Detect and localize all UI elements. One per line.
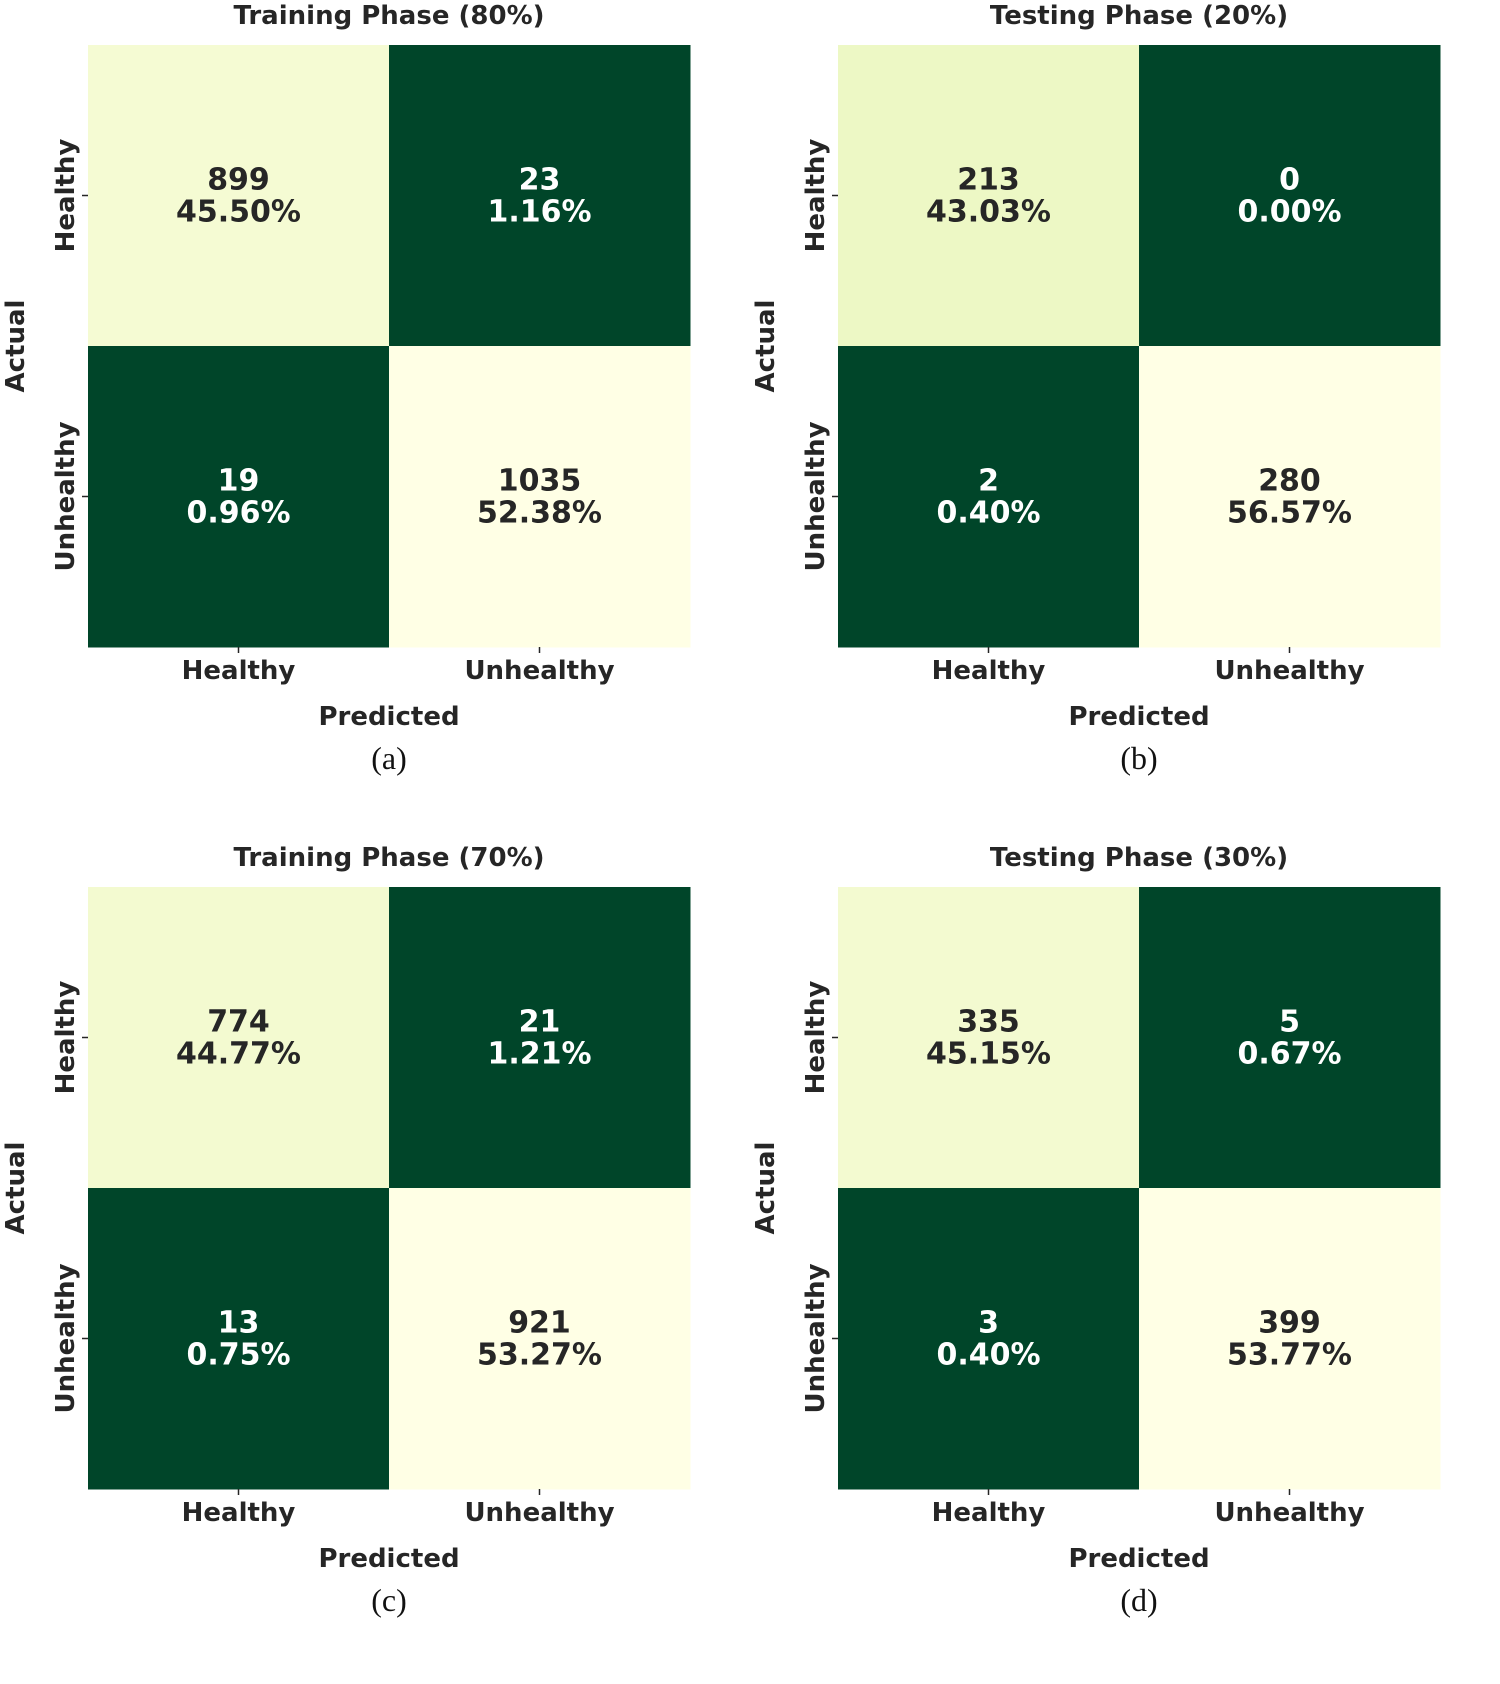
y-tick-label: Unhealthy: [51, 421, 81, 571]
cell-count-label: 13: [218, 1306, 260, 1341]
cell-percent-label: 0.40%: [936, 1338, 1040, 1373]
x-tick-label: Unhealthy: [464, 1498, 614, 1528]
heatmap-cell: [88, 45, 390, 347]
heatmap-cell: [389, 1188, 691, 1490]
x-tick-label: Unhealthy: [464, 656, 614, 686]
heatmap-cell: [389, 887, 691, 1189]
y-tick-label: Unhealthy: [801, 1263, 831, 1413]
cell-percent-label: 0.67%: [1237, 1037, 1341, 1072]
x-tick-label: Healthy: [182, 656, 296, 686]
heatmap-cell: [838, 887, 1140, 1189]
cell-count-label: 213: [957, 163, 1020, 198]
cell-percent-label: 56.57%: [1227, 496, 1352, 531]
heatmap-cell: [838, 45, 1140, 347]
figure-caption: (a): [371, 740, 407, 776]
x-axis-label: Predicted: [1068, 702, 1209, 732]
heatmap-cell: [88, 887, 390, 1189]
chart-panel-b: Testing Phase (20%) 213 43.03% 0 0.00% 2 0.40%…: [750, 0, 1500, 842]
y-tick-label: Unhealthy: [51, 1263, 81, 1413]
cell-count-label: 335: [957, 1005, 1020, 1040]
x-axis-label: Predicted: [318, 702, 459, 732]
y-tick-label: Healthy: [51, 981, 81, 1095]
y-axis-label: Actual: [751, 1142, 781, 1235]
cell-percent-label: 0.40%: [936, 496, 1040, 531]
heatmap-cell: [389, 346, 691, 648]
cell-percent-label: 53.77%: [1227, 1338, 1352, 1373]
cell-count-label: 899: [207, 163, 270, 198]
x-tick-label: Healthy: [182, 1498, 296, 1528]
x-tick-label: Healthy: [932, 1498, 1046, 1528]
cell-count-label: 2: [978, 464, 999, 499]
heatmap-cell: [1139, 45, 1441, 347]
x-tick-label: Unhealthy: [1214, 1498, 1364, 1528]
cell-percent-label: 1.21%: [487, 1037, 591, 1072]
x-tick-label: Healthy: [932, 656, 1046, 686]
figure-caption: (d): [1120, 1582, 1157, 1618]
cell-percent-label: 45.50%: [176, 195, 301, 230]
cell-count-label: 23: [519, 163, 561, 198]
chart-title: Training Phase (70%): [233, 843, 544, 873]
y-tick-label: Unhealthy: [801, 421, 831, 571]
cell-count-label: 921: [508, 1306, 571, 1341]
cell-count-label: 0: [1279, 163, 1300, 198]
cell-percent-label: 43.03%: [926, 195, 1051, 230]
heatmap-cell: [88, 1188, 390, 1490]
cell-percent-label: 45.15%: [926, 1037, 1051, 1072]
chart-title: Training Phase (80%): [233, 1, 544, 31]
heatmap-cell: [88, 346, 390, 648]
cell-percent-label: 1.16%: [487, 195, 591, 230]
x-axis-label: Predicted: [318, 1544, 459, 1574]
cell-percent-label: 0.96%: [186, 496, 290, 531]
heatmap-cell: [1139, 1188, 1441, 1490]
cell-count-label: 399: [1258, 1306, 1321, 1341]
figure-caption: (b): [1120, 740, 1157, 776]
heatmap-cell: [838, 1188, 1140, 1490]
x-axis-label: Predicted: [1068, 1544, 1209, 1574]
y-tick-label: Healthy: [801, 139, 831, 253]
y-tick-label: Healthy: [801, 981, 831, 1095]
cell-percent-label: 44.77%: [176, 1037, 301, 1072]
y-axis-label: Actual: [1, 1142, 31, 1235]
cell-count-label: 280: [1258, 464, 1321, 499]
chart-title: Testing Phase (20%): [990, 1, 1288, 31]
cell-count-label: 774: [207, 1005, 270, 1040]
cell-count-label: 19: [218, 464, 260, 499]
x-tick-label: Unhealthy: [1214, 656, 1364, 686]
cell-percent-label: 52.38%: [477, 496, 602, 531]
cell-percent-label: 0.00%: [1237, 195, 1341, 230]
chart-panel-d: Testing Phase (30%) 335 45.15% 5 0.67% 3 0.40%…: [750, 842, 1500, 1684]
cell-percent-label: 0.75%: [186, 1338, 290, 1373]
cell-count-label: 1035: [498, 464, 582, 499]
y-axis-label: Actual: [751, 300, 781, 393]
cell-count-label: 21: [519, 1005, 561, 1040]
cell-count-label: 5: [1279, 1005, 1300, 1040]
cell-count-label: 3: [978, 1306, 999, 1341]
figure-caption: (c): [371, 1582, 407, 1618]
heatmap-cell: [1139, 887, 1441, 1189]
cell-percent-label: 53.27%: [477, 1338, 602, 1373]
chart-panel-a: Training Phase (80%) 899 45.50% 23 1.16% 19 0.…: [0, 0, 750, 842]
y-axis-label: Actual: [1, 300, 31, 393]
heatmap-cell: [838, 346, 1140, 648]
heatmap-cell: [1139, 346, 1441, 648]
chart-title: Testing Phase (30%): [990, 843, 1288, 873]
heatmap-cell: [389, 45, 691, 347]
y-tick-label: Healthy: [51, 139, 81, 253]
chart-panel-c: Training Phase (70%) 774 44.77% 21 1.21% 13 0.…: [0, 842, 750, 1684]
